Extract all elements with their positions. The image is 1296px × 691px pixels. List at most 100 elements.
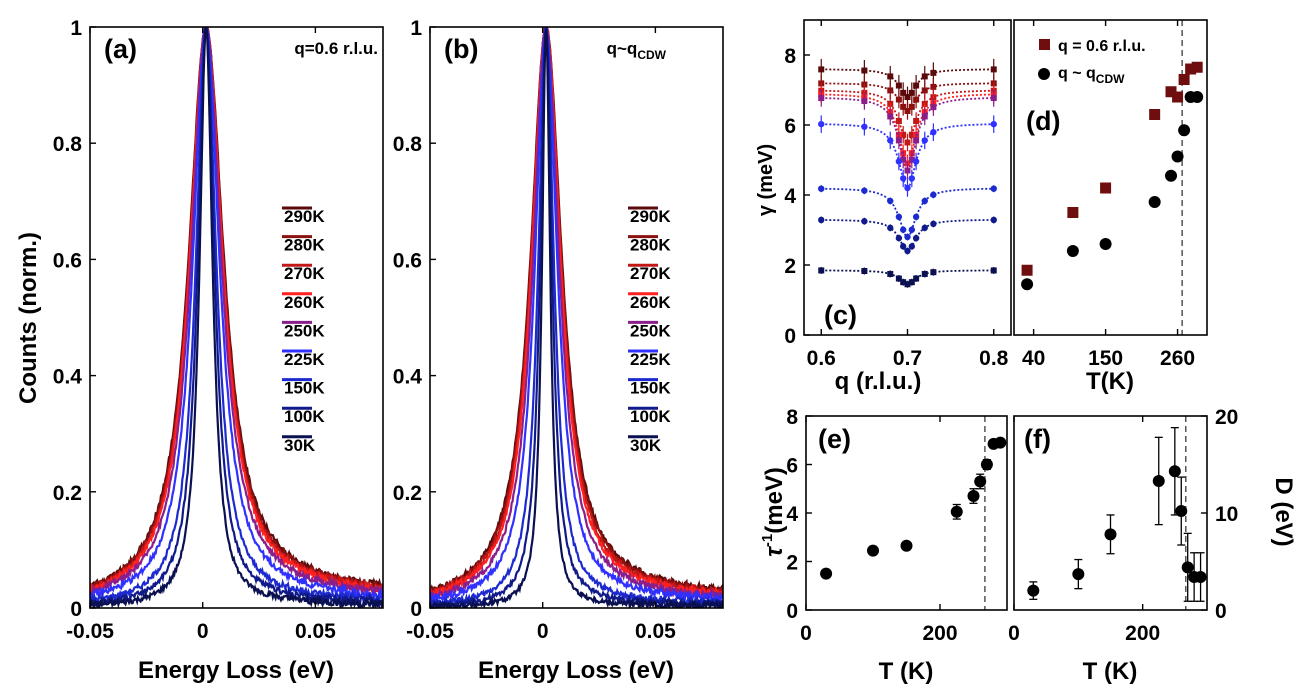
- legend-label-30K: 30K: [284, 436, 316, 455]
- point-e: [994, 436, 1007, 449]
- plot-f: [1027, 416, 1207, 610]
- plot-e: [820, 416, 1007, 610]
- spectrum-line-250K: [430, 27, 723, 603]
- point-c-100K: [930, 220, 937, 228]
- legend-d-square-label: q = 0.6 r.l.u.: [1058, 38, 1146, 55]
- point-c-280K: [900, 103, 907, 110]
- panel-label-a: (a): [104, 34, 137, 64]
- legend-d: q = 0.6 r.l.u. q ~ qCDW: [1038, 38, 1146, 86]
- y-tick-label-b: 0.2: [393, 482, 422, 505]
- xlabel-e: T (K): [879, 658, 934, 685]
- spectrum-line-250K: [90, 27, 383, 598]
- point-c-100K: [908, 243, 916, 250]
- point-f: [1168, 465, 1181, 478]
- point-c-250K: [913, 137, 920, 144]
- spectrum-line-30K: [90, 27, 383, 608]
- y-tick-label-f: 20: [1215, 406, 1238, 429]
- point-c-290K: [895, 82, 902, 89]
- point-c-150K: [818, 185, 825, 192]
- point-c-150K: [887, 197, 894, 205]
- y-tick-label-e: 6: [786, 455, 798, 478]
- point-c-250K: [921, 113, 928, 120]
- point-f: [1104, 528, 1117, 541]
- spectrum-line-150K: [430, 27, 723, 608]
- panel-label-e: (e): [818, 424, 851, 454]
- fit-line-100K: [821, 219, 994, 252]
- point-c-30K: [990, 267, 997, 274]
- legend-label-270K: 270K: [284, 264, 325, 283]
- y-tick-label-c: 6: [784, 115, 796, 138]
- legend-label-260K: 260K: [284, 293, 325, 312]
- legend-label-150K: 150K: [630, 379, 671, 398]
- panel-label-b: (b): [444, 34, 478, 64]
- xlabel-d: T(K): [1086, 368, 1134, 395]
- point-c-280K: [887, 87, 894, 94]
- ticks-d: 40 150 260: [1022, 20, 1195, 370]
- point-c-30K: [904, 281, 911, 288]
- x-tick-label-a: 0: [197, 620, 209, 643]
- legend-label-290K: 290K: [284, 207, 325, 226]
- point-c-30K: [861, 268, 868, 275]
- y-tick-label-a: 0.2: [53, 482, 82, 505]
- point-c-100K: [899, 243, 907, 250]
- panel-e: 0 200 0 2 4 6 8 (e) T (K) τ-1(meV): [759, 406, 1008, 685]
- axes-frame-d: [1013, 19, 1208, 336]
- point-e: [820, 567, 833, 580]
- point-c-290K: [930, 69, 937, 76]
- point-f: [1027, 584, 1040, 597]
- point-c-150K: [861, 187, 868, 194]
- point-c-290K: [913, 82, 920, 89]
- legend-d-circle-label: q ~ qCDW: [1058, 65, 1125, 86]
- legend-label-250K: 250K: [630, 321, 671, 340]
- legend-d-circle-main: q ~ q: [1058, 65, 1096, 82]
- x-tick-label-d: 40: [1022, 347, 1045, 370]
- point-c-225K: [887, 137, 894, 144]
- point-c-290K: [900, 89, 907, 96]
- point-c-250K: [900, 156, 907, 163]
- point-c-280K: [913, 96, 920, 103]
- point-e: [950, 505, 963, 518]
- y-tick-label-c: 0: [784, 325, 796, 348]
- point-c-270K: [904, 139, 911, 146]
- point-d-square: [1178, 74, 1190, 85]
- fit-line-250K: [821, 97, 994, 172]
- point-c-100K: [861, 218, 868, 225]
- point-c-150K: [912, 213, 920, 221]
- point-d-circle: [1178, 124, 1191, 137]
- curves-a: [90, 27, 383, 608]
- x-tick-label-b: 0.05: [635, 620, 676, 643]
- point-c-150K: [895, 213, 903, 221]
- x-tick-label-b: 0: [537, 620, 549, 643]
- y-tick-label-b: 0.8: [393, 133, 423, 156]
- point-e: [967, 490, 980, 503]
- point-c-270K: [913, 117, 920, 124]
- y-tick-label-f: 10: [1215, 503, 1238, 526]
- legend-label-290K: 290K: [630, 207, 671, 226]
- point-d-square: [1067, 207, 1079, 218]
- point-d-square: [1100, 182, 1112, 194]
- point-c-250K: [887, 113, 894, 120]
- point-c-290K: [904, 94, 911, 100]
- legend-label-30K: 30K: [630, 436, 662, 455]
- legend-label-250K: 250K: [284, 321, 325, 340]
- point-c-100K: [904, 247, 911, 255]
- y-tick-label-c: 2: [784, 255, 796, 278]
- point-c-100K: [895, 234, 903, 242]
- point-d-circle: [1066, 245, 1079, 257]
- legend-label-270K: 270K: [630, 264, 671, 283]
- point-c-150K: [921, 197, 928, 205]
- y-tick-label-a: 0.6: [53, 249, 82, 272]
- point-c-225K: [895, 158, 903, 165]
- point-c-100K: [887, 224, 894, 232]
- point-c-225K: [904, 184, 911, 192]
- point-c-225K: [930, 128, 937, 136]
- legend-label-150K: 150K: [284, 379, 325, 398]
- panel-c: 0.6 0.7 0.8 0 2 4 6 8 (c) q (r.l.u.) γ (meV): [755, 19, 1012, 395]
- point-c-30K: [887, 270, 894, 277]
- spectrum-line-290K: [430, 27, 723, 595]
- xlabel-c: q (r.l.u.): [835, 368, 922, 395]
